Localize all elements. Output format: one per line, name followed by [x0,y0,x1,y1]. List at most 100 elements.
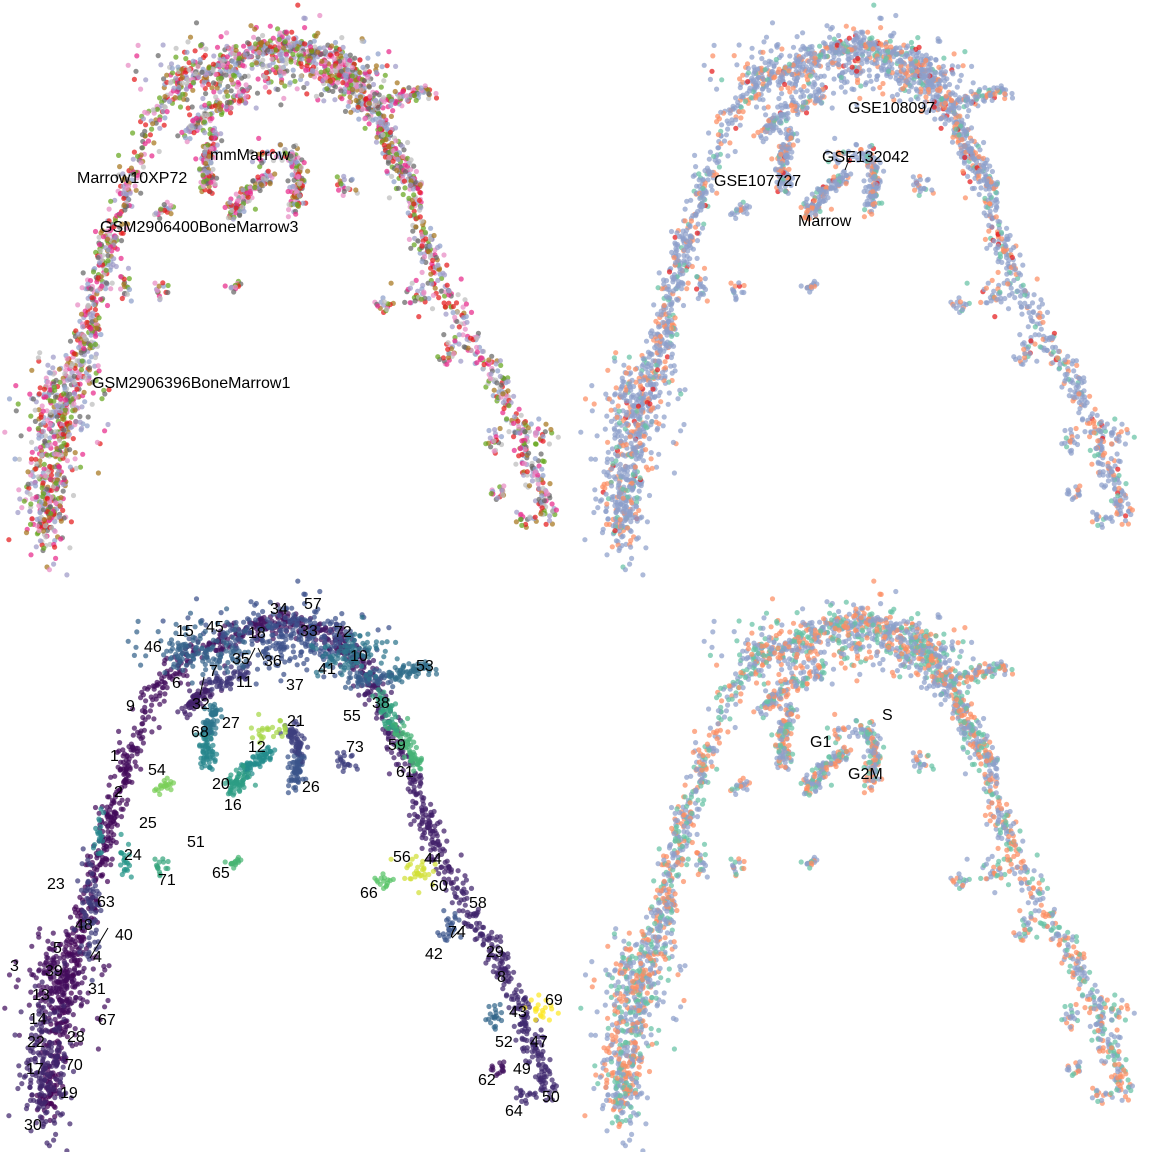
sample-point [239,204,245,210]
sample-point [157,125,163,131]
dataset-point [1019,311,1025,317]
sample-point [402,299,408,305]
sample-point [302,25,308,31]
sample-point [436,295,442,301]
sample-point [461,344,467,350]
sample-point [381,142,387,148]
sample-point [162,115,168,121]
sample-point [540,458,546,464]
sample-point [168,211,174,217]
sample-point [138,160,144,166]
sample-point [318,92,324,98]
sample-point [296,181,302,187]
sample-point [454,318,460,324]
sample-point [528,421,534,427]
sample-point [250,178,256,184]
dataset-point [726,107,732,113]
sample-point [407,285,413,291]
sample-point [279,55,285,62]
sample-point [344,82,350,88]
sample-point [85,281,91,287]
dataset-point [723,132,730,138]
sample-point [182,135,188,141]
dataset-point [1005,281,1011,287]
sample-point [224,99,230,106]
sample-point [34,523,40,529]
sample-point [140,116,146,122]
sample-point [21,498,27,504]
sample-point [518,412,524,418]
sample-point [16,487,22,493]
sample-point [51,561,57,567]
dataset-point [881,168,887,174]
sample-point [252,184,258,191]
sample-point [427,243,433,249]
sample-point [275,26,281,32]
dataset-point [1089,461,1095,467]
dataset-point [861,178,867,184]
sample-point [456,341,462,347]
sample-point [64,572,70,578]
dataset-point [993,214,999,220]
sample-label: Marrow10XP72 [77,170,187,187]
sample-point [417,250,423,256]
sample-point [410,228,416,234]
dataset-point [684,286,690,292]
sample-point [283,51,289,57]
sample-point [357,94,364,100]
dataset-point [1087,420,1093,426]
sample-point [389,98,395,104]
dataset-point [682,206,688,212]
sample-point [384,63,390,69]
sample-point [356,116,362,122]
dataset-point [989,97,995,103]
sample-point [60,481,66,488]
sample-point [242,52,248,58]
dataset-point [689,234,695,241]
dataset-point [1095,451,1101,458]
sample-point [42,473,48,479]
dataset-point [707,149,714,155]
sample-point [196,74,202,80]
sample-point [138,86,144,92]
sample-point [415,238,421,244]
sample-point [222,283,228,289]
dataset-point [861,188,867,195]
sample-point [546,441,553,447]
sample-point [501,483,507,489]
dataset-point [998,229,1005,236]
dataset-point [866,183,872,190]
sample-point [42,438,48,444]
dataset-point [1077,405,1083,412]
sample-point [361,78,367,84]
sample-point [206,100,212,107]
sample-point [276,36,282,43]
sample-point [109,280,115,286]
dataset-point [711,153,717,159]
sample-point [131,149,137,155]
sample-point [462,297,468,303]
sample-point [376,92,382,98]
sample-point [73,465,79,471]
sample-point [161,122,167,128]
sample-point [195,63,201,69]
dataset-point [1011,244,1017,251]
sample-point [220,62,226,68]
sample-point [289,172,295,178]
sample-point [211,53,217,59]
sample-point [393,138,399,144]
dataset-point [942,121,948,127]
dataset-point [721,138,728,144]
dataset-point [700,185,706,191]
dataset-point [706,130,712,136]
dataset-point [681,252,687,259]
dataset-point [706,156,712,162]
dataset-point [1004,271,1010,277]
sample-point [151,140,157,146]
sample-point [254,90,261,96]
sample-point [456,324,462,330]
sample-point [92,354,98,361]
sample-point [267,181,273,187]
sample-point [516,406,522,412]
